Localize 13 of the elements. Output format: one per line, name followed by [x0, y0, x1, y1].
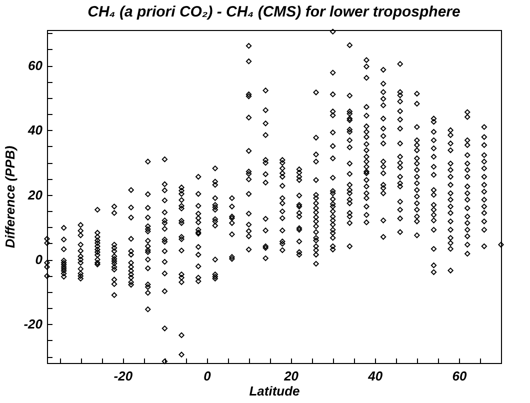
y-tick-label: 60: [28, 58, 44, 74]
y-tick-label: 0: [35, 252, 44, 268]
y-axis-title: Difference (PPB): [2, 146, 18, 248]
x-tick-label: 0: [204, 368, 212, 384]
y-tick-label: 40: [27, 122, 44, 138]
x-tick-label: -20: [114, 368, 134, 384]
x-tick-label: 40: [367, 368, 384, 384]
y-tick-label: 20: [27, 187, 44, 202]
x-axis-title: Latitude: [249, 384, 300, 398]
chart-title: CH₄ (a priori CO₂) - CH₄ (CMS) for lower troposphere: [88, 3, 460, 20]
x-tick-label: 20: [283, 368, 300, 384]
x-tick-label: 60: [452, 368, 468, 384]
y-tick-label: -20: [24, 316, 44, 332]
